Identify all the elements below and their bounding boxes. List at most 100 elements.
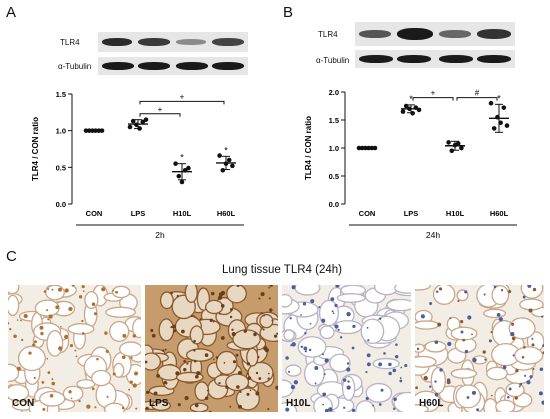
stained-nucleus: [434, 380, 437, 383]
alveolus: [8, 294, 20, 317]
stained-nucleus: [416, 347, 420, 351]
alveolus: [372, 357, 400, 370]
stained-nucleus: [112, 372, 116, 376]
stained-nucleus: [239, 391, 242, 394]
y-tick-label: 0.5: [56, 163, 66, 172]
alveolus: [39, 390, 66, 407]
stained-nucleus: [246, 362, 251, 366]
stained-nucleus: [437, 322, 442, 327]
stained-nucleus: [493, 285, 497, 289]
stained-nucleus: [20, 319, 22, 322]
stained-nucleus: [58, 287, 63, 292]
stained-nucleus: [332, 312, 335, 315]
stained-nucleus: [367, 339, 370, 342]
significance-mark: +: [158, 105, 163, 114]
stained-nucleus: [483, 293, 486, 296]
stained-nucleus: [460, 330, 464, 334]
alveolus: [205, 299, 224, 315]
stained-nucleus: [308, 348, 312, 352]
stained-nucleus: [342, 378, 347, 382]
stained-nucleus: [94, 406, 97, 409]
stained-nucleus: [267, 377, 270, 380]
stained-nucleus: [290, 384, 296, 390]
alveolus: [8, 285, 20, 295]
stained-nucleus: [46, 357, 49, 360]
stained-nucleus: [496, 312, 501, 317]
alveolus: [67, 323, 95, 335]
blot-strip-tubulin-a: [98, 57, 248, 75]
stained-nucleus: [393, 397, 397, 402]
blot-band: [397, 28, 433, 40]
alveolus: [247, 361, 274, 384]
stained-nucleus: [314, 366, 319, 370]
stained-nucleus: [183, 359, 187, 363]
stained-nucleus: [194, 374, 199, 379]
stained-nucleus: [511, 336, 516, 341]
stained-nucleus: [267, 408, 270, 411]
alveolus: [355, 400, 376, 412]
stained-nucleus: [210, 291, 215, 296]
stained-nucleus: [74, 349, 77, 352]
stained-nucleus: [204, 353, 209, 357]
histology-image-h10l: H10L: [282, 285, 411, 412]
alveolus: [393, 391, 411, 412]
stained-nucleus: [321, 318, 326, 323]
data-point: [449, 148, 455, 154]
data-point: [488, 100, 494, 106]
stained-nucleus: [262, 328, 265, 331]
stained-nucleus: [378, 317, 382, 320]
stained-nucleus: [471, 333, 473, 336]
alveolus: [105, 306, 136, 318]
alveolus: [232, 329, 261, 350]
blot-band: [439, 30, 471, 38]
y-tick-label: 1.0: [56, 127, 66, 136]
stained-nucleus: [134, 371, 138, 376]
alveolus: [17, 345, 46, 372]
blot-strip-tlr4-a: [98, 32, 248, 52]
stained-nucleus: [285, 407, 290, 412]
stained-nucleus: [51, 288, 54, 291]
stained-nucleus: [64, 334, 69, 340]
stained-nucleus: [193, 339, 196, 343]
stained-nucleus: [135, 407, 138, 410]
stained-nucleus: [247, 376, 252, 380]
stained-nucleus: [68, 306, 73, 312]
data-point: [455, 141, 461, 146]
stained-nucleus: [208, 410, 212, 412]
stained-nucleus: [43, 290, 47, 293]
stained-nucleus: [163, 380, 167, 385]
stained-nucleus: [156, 373, 160, 378]
stained-nucleus: [484, 358, 487, 361]
alveolus: [259, 323, 278, 342]
stained-nucleus: [339, 336, 343, 339]
stained-nucleus: [269, 308, 273, 312]
data-point: [459, 145, 464, 151]
alveolus: [225, 373, 250, 392]
stained-nucleus: [32, 343, 36, 347]
alveolus: [157, 364, 182, 381]
y-axis-label: TLR4 / CON ratio: [31, 117, 40, 181]
blot-band: [176, 39, 206, 45]
stained-nucleus: [304, 350, 307, 353]
stained-nucleus: [146, 390, 150, 394]
stained-nucleus: [104, 331, 108, 335]
stained-nucleus: [121, 355, 126, 360]
stained-nucleus: [47, 288, 50, 290]
stained-nucleus: [49, 394, 54, 398]
stained-nucleus: [507, 395, 510, 399]
stained-nucleus: [423, 375, 428, 381]
stained-nucleus: [196, 371, 201, 376]
x-tick-label: H10L: [446, 209, 465, 218]
tissue-image: [415, 285, 544, 412]
stained-nucleus: [75, 355, 78, 358]
stained-nucleus: [524, 374, 527, 377]
stained-nucleus: [346, 311, 351, 317]
alveolus: [194, 381, 210, 401]
stained-nucleus: [541, 315, 544, 318]
stained-nucleus: [541, 400, 544, 405]
alveolus: [8, 363, 20, 383]
stained-nucleus: [215, 356, 219, 359]
stained-nucleus: [268, 297, 271, 300]
stained-nucleus: [145, 406, 149, 411]
stained-nucleus: [420, 314, 425, 319]
